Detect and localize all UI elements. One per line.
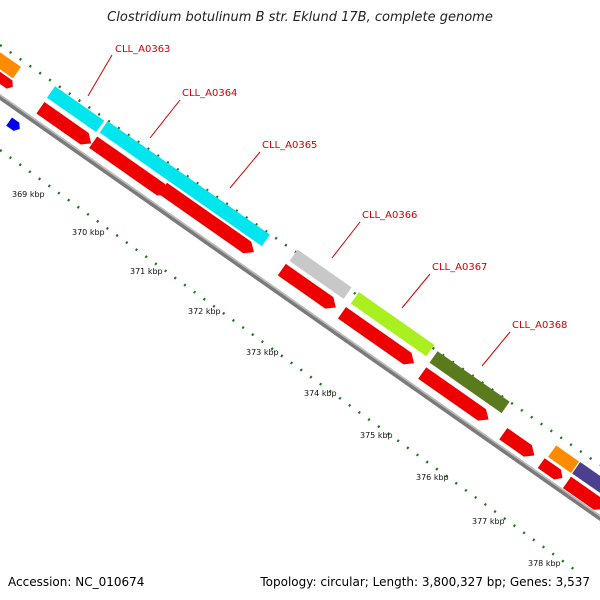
orange-feature bbox=[0, 43, 21, 79]
gene-label-cll-a0367: CLL_A0367 bbox=[432, 262, 487, 273]
genome-summary-text: Topology: circular; Length: 3,800,327 bp… bbox=[260, 575, 590, 589]
tick-label: 376 kbp bbox=[416, 473, 449, 482]
tick-label: 375 kbp bbox=[360, 431, 393, 440]
cds-arrow bbox=[537, 458, 563, 480]
tick-label: 371 kbp bbox=[130, 267, 163, 276]
cds-arrow bbox=[89, 136, 168, 196]
cds-arrow bbox=[277, 263, 336, 309]
lime-feature bbox=[350, 292, 435, 357]
map-title: Clostridium botulinum B str. Eklund 17B,… bbox=[107, 10, 493, 25]
gene-label-cll-a0363: CLL_A0363 bbox=[115, 44, 170, 55]
lower-dotted-line bbox=[0, 148, 576, 572]
gene-label-cll-a0368: CLL_A0368 bbox=[512, 320, 567, 331]
orange-feature-2 bbox=[548, 445, 580, 473]
grey-feature bbox=[289, 249, 352, 299]
gene-label-cll-a0365: CLL_A0365 bbox=[262, 140, 317, 151]
gene-labels: CLL_A0363 CLL_A0364 CLL_A0365 CLL_A0366 … bbox=[115, 44, 567, 331]
gene-label-cll-a0364: CLL_A0364 bbox=[182, 88, 237, 99]
tick-label: 369 kbp bbox=[12, 190, 45, 199]
gene-label-cll-a0366: CLL_A0366 bbox=[362, 210, 417, 221]
label-leaders bbox=[87, 54, 511, 367]
cds-arrow bbox=[418, 367, 489, 421]
tick-label: 378 kbp bbox=[528, 559, 561, 568]
tick-label: 370 kbp bbox=[72, 228, 105, 237]
feature-bars bbox=[0, 43, 600, 497]
tick-labels: 369 kbp 370 kbp 371 kbp 372 kbp 373 kbp … bbox=[12, 190, 561, 568]
tick-label: 377 kbp bbox=[472, 517, 505, 526]
cds-arrow bbox=[337, 307, 415, 365]
tick-label: 372 kbp bbox=[188, 307, 221, 316]
tick-label: 373 kbp bbox=[246, 348, 279, 357]
olive-feature bbox=[429, 351, 510, 414]
tick-label: 374 kbp bbox=[304, 389, 337, 398]
purple-feature bbox=[572, 461, 600, 497]
cds-arrow bbox=[499, 427, 535, 457]
cyan-feature-1 bbox=[46, 86, 105, 133]
cds-arrow bbox=[158, 182, 254, 254]
accession-text: Accession: NC_010674 bbox=[8, 575, 145, 589]
cds-arrow bbox=[36, 102, 92, 145]
cds-arrow bbox=[562, 476, 600, 510]
cyan-feature-2 bbox=[99, 121, 270, 247]
cds-arrow bbox=[0, 70, 13, 89]
genome-backbone bbox=[0, 93, 600, 522]
blue-marker bbox=[6, 117, 20, 131]
cds-arrows bbox=[0, 70, 600, 510]
